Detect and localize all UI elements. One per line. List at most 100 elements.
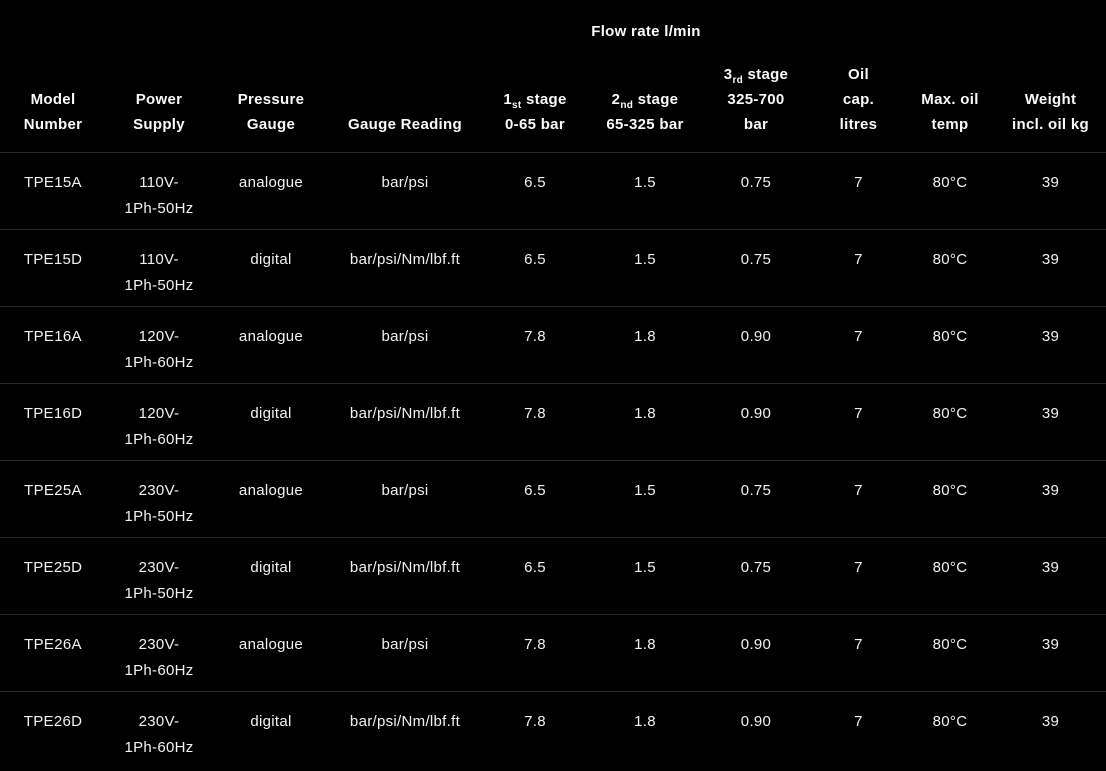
col-header-pressure-gauge: Pressure Gauge bbox=[212, 54, 330, 153]
power-supply-cell: 120V- 1Ph-60Hz bbox=[106, 306, 212, 384]
stage3-cell: 0.90 bbox=[700, 614, 812, 692]
stage2-line1: 2nd stage bbox=[611, 90, 679, 111]
max-oil-temp-cell: 80°C bbox=[905, 460, 995, 538]
model-cell: TPE25A bbox=[0, 460, 106, 538]
weight-cell: 39 bbox=[995, 229, 1106, 307]
power-supply-cell: 230V- 1Ph-60Hz bbox=[106, 614, 212, 692]
pressure-gauge-cell: analogue bbox=[212, 460, 330, 538]
model-cell: TPE16D bbox=[0, 383, 106, 461]
model-cell: TPE26D bbox=[23, 712, 83, 730]
weight-cell: 39 bbox=[995, 614, 1106, 692]
stage2-cell: 1.8 bbox=[590, 614, 700, 692]
power-supply-cell: 230V- 1Ph-50Hz bbox=[106, 537, 212, 615]
table-row: TPE16A 120V- 1Ph-60Hz analogue bar/psi 7… bbox=[0, 306, 1106, 384]
stage1-cell: 6.5 bbox=[480, 152, 590, 230]
power-supply-cell: 230V- 1Ph-60Hz bbox=[124, 712, 194, 756]
flow-rate-header-row: Flow rate l/min bbox=[0, 0, 1106, 54]
pressure-gauge-cell: analogue bbox=[212, 152, 330, 230]
oil-capacity-cell: 7 bbox=[812, 537, 905, 615]
stage1-cell: 7.8 bbox=[480, 614, 590, 692]
table-row: TPE15D 110V- 1Ph-50Hz digital bar/psi/Nm… bbox=[0, 229, 1106, 307]
power-supply-cell: 110V- 1Ph-50Hz bbox=[106, 152, 212, 230]
pressure-gauge-cell: digital bbox=[212, 229, 330, 307]
max-oil-temp-cell: 80°C bbox=[905, 306, 995, 384]
table-row: TPE26A 230V- 1Ph-60Hz analogue bar/psi 7… bbox=[0, 614, 1106, 692]
max-oil-temp-cell: 80°C bbox=[905, 614, 995, 692]
col-header-stage1: 1st stage 0-65 bar bbox=[480, 54, 590, 153]
stage3-cell: 0.75 bbox=[700, 229, 812, 307]
pressure-gauge-cell: digital bbox=[212, 383, 330, 461]
table-row: TPE16D 120V- 1Ph-60Hz digital bar/psi/Nm… bbox=[0, 383, 1106, 461]
flow-rate-spacer-left bbox=[0, 0, 480, 54]
stage3-cell: 0.75 bbox=[700, 152, 812, 230]
max-oil-temp-cell: 80°C bbox=[905, 383, 995, 461]
stage2-cell: 1.8 bbox=[634, 712, 656, 730]
pressure-gauge-cell: analogue bbox=[212, 614, 330, 692]
weight-cell: 39 bbox=[1041, 712, 1060, 730]
power-supply-cell: 120V- 1Ph-60Hz bbox=[106, 383, 212, 461]
stage1-cell: 6.5 bbox=[480, 537, 590, 615]
stage3-line1: 3rd stage bbox=[723, 65, 789, 86]
col-header-stage3: 3rd stage 325-700 bar bbox=[700, 54, 812, 153]
table-row: TPE25D 230V- 1Ph-50Hz digital bar/psi/Nm… bbox=[0, 537, 1106, 615]
gauge-reading-cell: bar/psi bbox=[330, 306, 480, 384]
max-oil-temp-cell: 80°C bbox=[905, 152, 995, 230]
power-supply-cell: 110V- 1Ph-50Hz bbox=[106, 229, 212, 307]
stage2-cell: 1.5 bbox=[590, 152, 700, 230]
gauge-reading-cell: bar/psi/Nm/lbf.ft bbox=[330, 383, 480, 461]
stage3-cell: 0.75 bbox=[700, 460, 812, 538]
oil-capacity-cell: 7 bbox=[812, 614, 905, 692]
stage1-cell: 7.8 bbox=[480, 306, 590, 384]
pressure-gauge-cell: digital bbox=[250, 712, 292, 730]
gauge-reading-cell: bar/psi/Nm/lbf.ft bbox=[330, 537, 480, 615]
model-cell: TPE16A bbox=[0, 306, 106, 384]
stage3-cell: 0.90 bbox=[700, 383, 812, 461]
table-row: TPE26D 230V- 1Ph-60Hz digital bar/psi/Nm… bbox=[0, 691, 1106, 768]
gauge-reading-cell: bar/psi bbox=[330, 460, 480, 538]
flow-rate-title: Flow rate l/min bbox=[591, 23, 701, 40]
weight-cell: 39 bbox=[995, 460, 1106, 538]
gauge-reading-cell: bar/psi bbox=[330, 614, 480, 692]
pressure-gauge-cell: analogue bbox=[212, 306, 330, 384]
pressure-gauge-cell: digital bbox=[212, 537, 330, 615]
model-cell: TPE25D bbox=[0, 537, 106, 615]
gauge-reading-cell: bar/psi/Nm/lbf.ft bbox=[349, 712, 461, 730]
oil-capacity-cell: 7 bbox=[812, 229, 905, 307]
stage2-cell: 1.8 bbox=[590, 383, 700, 461]
weight-cell: 39 bbox=[995, 152, 1106, 230]
stage3-cell: 0.75 bbox=[700, 537, 812, 615]
max-oil-temp-cell: 80°C bbox=[905, 537, 995, 615]
stage2-cell: 1.5 bbox=[590, 537, 700, 615]
stage1-cell: 7.8 bbox=[480, 383, 590, 461]
max-oil-temp-cell: 80°C bbox=[905, 229, 995, 307]
oil-capacity-cell: 7 bbox=[812, 306, 905, 384]
weight-cell: 39 bbox=[995, 383, 1106, 461]
flow-rate-spacer-right bbox=[812, 0, 1106, 54]
stage1-cell: 6.5 bbox=[480, 229, 590, 307]
model-cell: TPE15D bbox=[0, 229, 106, 307]
stage2-cell: 1.5 bbox=[590, 229, 700, 307]
oil-capacity-cell: 7 bbox=[854, 712, 863, 730]
col-header-power-supply: Power Supply bbox=[106, 54, 212, 153]
table-row: TPE25A 230V- 1Ph-50Hz analogue bar/psi 6… bbox=[0, 460, 1106, 538]
col-header-stage2: 2nd stage 65-325 bar bbox=[590, 54, 700, 153]
table-row: TPE15A 110V- 1Ph-50Hz analogue bar/psi 6… bbox=[0, 152, 1106, 230]
power-supply-cell: 230V- 1Ph-50Hz bbox=[106, 460, 212, 538]
stage3-cell: 0.90 bbox=[740, 712, 772, 730]
col-header-max-oil-temp: Max. oil temp bbox=[905, 54, 995, 153]
max-oil-temp-cell: 80°C bbox=[932, 712, 968, 730]
stage2-cell: 1.8 bbox=[590, 306, 700, 384]
weight-cell: 39 bbox=[995, 537, 1106, 615]
oil-capacity-cell: 7 bbox=[812, 460, 905, 538]
model-cell: TPE15A bbox=[0, 152, 106, 230]
stage1-cell: 7.8 bbox=[524, 712, 546, 730]
gauge-reading-cell: bar/psi bbox=[330, 152, 480, 230]
col-header-gauge-reading: Gauge Reading bbox=[330, 54, 480, 153]
oil-capacity-cell: 7 bbox=[812, 383, 905, 461]
col-header-weight: Weight incl. oil kg bbox=[995, 54, 1106, 153]
col-header-oil-capacity: Oil cap. litres bbox=[812, 54, 905, 153]
weight-cell: 39 bbox=[995, 306, 1106, 384]
stage3-cell: 0.90 bbox=[700, 306, 812, 384]
